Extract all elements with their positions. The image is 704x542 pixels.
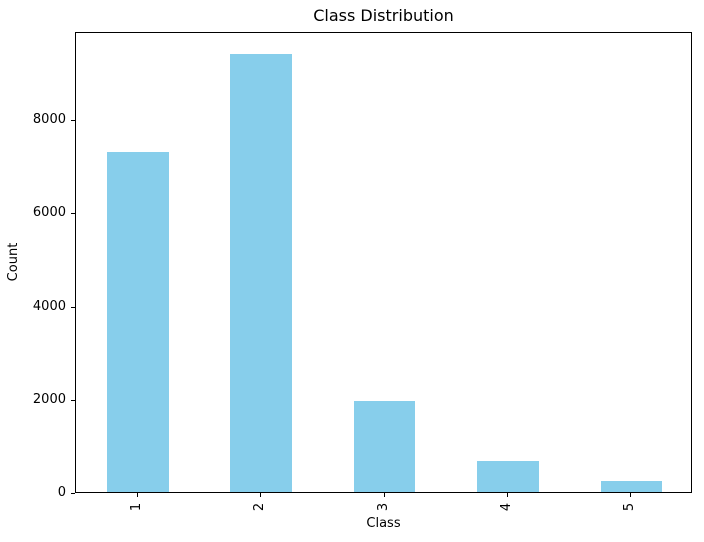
x-tick-mark — [506, 493, 508, 497]
x-tick-label: 2 — [252, 502, 268, 512]
x-tick-mark — [260, 493, 262, 497]
plot-area — [75, 32, 692, 493]
x-tick-label: 3 — [375, 502, 391, 512]
bar-class-5 — [600, 480, 663, 492]
y-axis-label: Count — [6, 242, 21, 282]
y-tick-label: 6000 — [32, 205, 66, 221]
y-tick-label: 8000 — [32, 112, 66, 128]
y-tick-mark — [71, 399, 75, 401]
y-tick-label: 0 — [57, 485, 66, 500]
bar-class-2 — [230, 53, 292, 492]
x-tick-label: 4 — [498, 502, 514, 512]
y-tick-mark — [71, 120, 75, 122]
x-tick-mark — [630, 493, 632, 497]
bar-class-3 — [353, 401, 416, 492]
x-tick-mark — [136, 493, 138, 497]
y-tick-mark — [71, 493, 75, 494]
chart-title: Class Distribution — [313, 6, 454, 25]
y-tick-mark — [71, 213, 75, 215]
y-tick-label: 2000 — [32, 391, 66, 407]
bar-class-4 — [477, 460, 539, 492]
y-tick-mark — [71, 306, 75, 308]
x-tick-mark — [383, 493, 385, 497]
bar-class-1 — [106, 151, 169, 492]
x-axis-label: Class — [366, 516, 401, 531]
x-tick-label: 5 — [622, 502, 638, 512]
y-tick-label: 4000 — [32, 298, 66, 314]
x-tick-label: 1 — [128, 502, 144, 512]
